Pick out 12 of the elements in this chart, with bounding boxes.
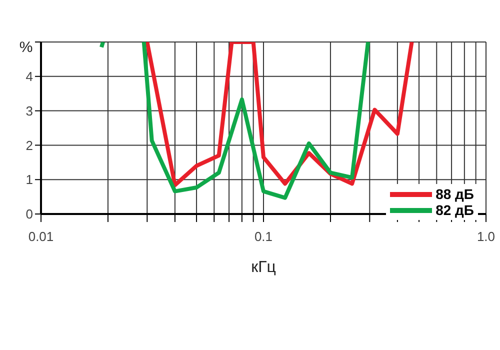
y-tick-label: 3	[26, 103, 33, 118]
x-tick-label: 1.0	[476, 229, 496, 244]
legend-label: 88 дБ	[436, 186, 474, 202]
legend-label: 82 дБ	[436, 202, 474, 218]
y-tick-label: 4	[26, 69, 33, 84]
x-tick-label: 0.1	[254, 229, 273, 244]
y-tick-label: 1	[26, 172, 33, 188]
y-tick-label: 0	[26, 206, 33, 222]
y-tick-label: 2	[26, 138, 33, 153]
x-axis-title: кГц	[251, 259, 276, 276]
y-axis-title: %	[19, 39, 33, 56]
x-tick-label: 0.01	[28, 229, 54, 244]
